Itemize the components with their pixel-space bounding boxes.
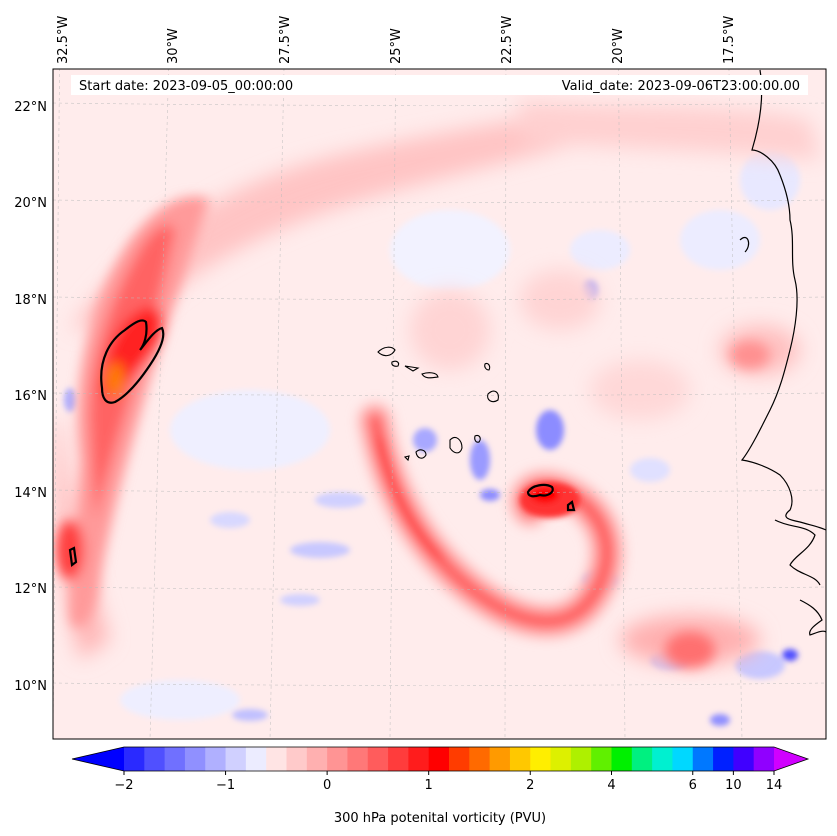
contour-small-a <box>566 500 576 512</box>
colorbar-cell <box>164 747 186 771</box>
lon-label: 25°W <box>389 28 404 64</box>
cape-verde-islands <box>377 346 499 462</box>
colorbar-cell <box>509 747 531 771</box>
cyclone-core <box>520 482 580 518</box>
colorbar-cell <box>672 747 694 771</box>
colorbar-label: 300 hPa potenital vorticity (PVU) <box>334 811 546 826</box>
colorbar-cell <box>266 747 287 771</box>
island-boa-vista <box>487 390 499 403</box>
pv-feature-east <box>665 341 770 668</box>
pv-streamer-west <box>56 196 210 628</box>
lat-label: 20°N <box>14 196 47 211</box>
coast-inlet <box>739 236 750 253</box>
colorbar-cell <box>631 747 653 771</box>
colorbar-tick-label: 2 <box>526 778 534 793</box>
coast-gambia <box>774 519 821 586</box>
lat-label: 14°N <box>14 486 47 501</box>
lat-label: 16°N <box>14 389 47 404</box>
colorbar-cell <box>530 747 552 771</box>
island-sao-nicolau <box>404 365 420 372</box>
colorbar-cell <box>489 747 511 771</box>
island-sal <box>421 372 439 379</box>
colorbar: −2 −1 0 1 2 4 6 10 14 300 hPa potenital vorticit… <box>71 746 810 826</box>
island-east <box>474 434 481 443</box>
island-fogo <box>415 449 427 459</box>
lat-label: 18°N <box>14 293 47 308</box>
colorbar-tick-label: 4 <box>607 778 615 793</box>
island-sao-vicente <box>391 360 400 367</box>
colorbar-cell <box>306 747 328 771</box>
colorbar-cell <box>692 747 714 771</box>
colorbar-tick-label: 6 <box>689 778 697 793</box>
longitude-labels: 32.5°W 30°W 27.5°W 25°W 22.5°W 20°W 17.5… <box>56 16 737 64</box>
island-santiago <box>449 437 463 454</box>
island-brava <box>403 455 410 462</box>
colorbar-cell <box>550 747 572 771</box>
positive-pv-background <box>55 100 820 665</box>
start-date-label: Start date: 2023-09-05_00:00:00 <box>79 79 293 94</box>
lon-label: 17.5°W <box>722 16 737 64</box>
latitude-labels: 22°N 20°N 18°N 16°N 14°N 12°N 10°N <box>14 100 47 694</box>
colorbar-cell <box>733 747 755 771</box>
colorbar-cell <box>611 747 633 771</box>
contour-small-b <box>68 546 78 568</box>
colorbar-cell <box>286 747 308 771</box>
valid-date-label: Valid_date: 2023-09-06T23:00:00.00 <box>562 79 800 94</box>
contour-west <box>100 319 165 404</box>
colorbar-cell <box>388 747 409 771</box>
colorbar-extend-min <box>72 747 124 771</box>
lon-label: 30°W <box>166 28 181 64</box>
colorbar-cell <box>367 747 389 771</box>
colorbar-ticks: −2 −1 0 1 2 4 6 10 14 <box>114 771 782 793</box>
map-area: Start date: 2023-09-05_00:00:00 Valid_da… <box>53 69 826 739</box>
colorbar-cell <box>327 747 348 771</box>
coastlines <box>739 69 826 636</box>
colorbar-tick-label: 14 <box>766 778 783 793</box>
colorbar-tick-label: 0 <box>323 778 331 793</box>
lat-label: 12°N <box>14 582 47 597</box>
colorbar-cell <box>469 747 491 771</box>
colorbar-tick-label: −2 <box>114 778 133 793</box>
graticule <box>53 69 826 739</box>
colorbar-cell <box>449 747 470 771</box>
island-maio <box>484 362 491 371</box>
colorbar-cell <box>124 747 145 771</box>
colorbar-cell <box>347 747 369 771</box>
colorbar-cell <box>408 747 430 771</box>
colorbar-cell <box>225 747 247 771</box>
lon-label: 22.5°W <box>500 16 515 64</box>
colorbar-cell <box>205 747 227 771</box>
colorbar-cell <box>652 747 673 771</box>
colorbar-cell <box>428 747 450 771</box>
colorbar-cell <box>713 747 734 771</box>
lat-label: 10°N <box>14 679 47 694</box>
colorbar-cell <box>245 747 267 771</box>
lon-label: 27.5°W <box>278 16 293 64</box>
colorbar-cell <box>184 747 206 771</box>
colorbar-tick-label: 1 <box>425 778 433 793</box>
colorbar-cell <box>570 747 592 771</box>
island-santo-antao <box>377 346 396 357</box>
colorbar-cell <box>591 747 612 771</box>
colorbar-cell <box>144 747 166 771</box>
lon-label: 32.5°W <box>56 16 71 64</box>
colorbar-tick-label: −1 <box>216 778 235 793</box>
pv-2-contours <box>68 319 576 568</box>
coast-guinea <box>799 599 826 636</box>
colorbar-cells <box>71 746 810 772</box>
map-frame <box>52 68 827 740</box>
info-bar-background <box>71 75 808 95</box>
colorbar-extend-max <box>774 747 808 771</box>
lon-label: 20°W <box>611 28 626 64</box>
colorbar-cell <box>753 747 775 771</box>
colorbar-tick-label: 10 <box>725 778 742 793</box>
lat-label: 22°N <box>14 100 47 115</box>
contour-cyclone <box>526 483 554 498</box>
west-africa-coast <box>740 69 826 531</box>
